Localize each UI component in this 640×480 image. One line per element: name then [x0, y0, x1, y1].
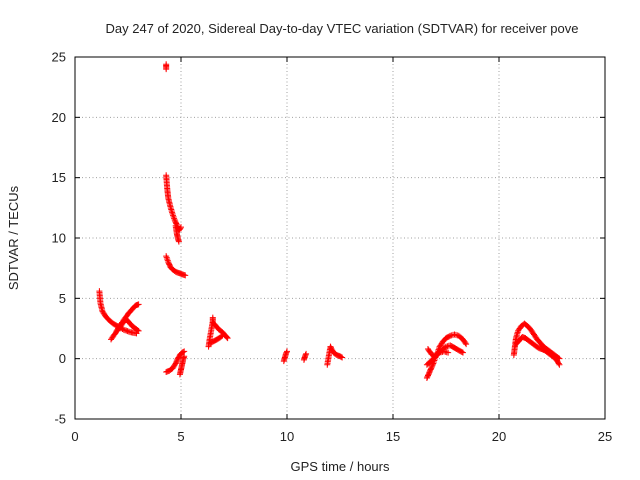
- data-arc: [163, 61, 170, 73]
- data-point: [164, 256, 171, 263]
- data-point: [182, 272, 189, 279]
- data-arc: [163, 253, 189, 279]
- data-point: [169, 210, 176, 217]
- data-point: [135, 301, 142, 308]
- y-axis-label: SDTVAR / TECUs: [6, 185, 21, 290]
- data-point: [459, 349, 466, 356]
- data-arc: [163, 172, 184, 234]
- data-arc: [114, 315, 142, 334]
- y-tick-label: -5: [54, 412, 66, 427]
- data-arc: [423, 348, 452, 368]
- x-tick-label: 5: [177, 429, 184, 444]
- axis-ticks: 0 5 10 15 20 25 -5 0 5 10 15 20 25: [52, 50, 613, 445]
- data-point: [224, 335, 231, 342]
- data-point: [338, 353, 345, 360]
- data-point: [171, 215, 178, 222]
- data-point: [163, 253, 170, 260]
- data-point: [178, 224, 184, 231]
- data-point: [219, 332, 226, 339]
- data-point: [134, 327, 141, 334]
- y-tick-label: 15: [52, 170, 66, 185]
- data-point: [181, 353, 188, 360]
- data-point: [163, 254, 170, 261]
- data-point: [180, 349, 187, 356]
- data-point: [170, 213, 177, 220]
- data-point: [302, 352, 309, 359]
- grid-lines: [75, 57, 605, 419]
- data-point: [555, 360, 562, 367]
- data-point: [223, 334, 230, 341]
- data-point: [303, 350, 310, 357]
- data-arc: [300, 350, 310, 363]
- plot-frame: [74, 56, 606, 420]
- data-arc: [324, 343, 346, 368]
- y-tick-label: 10: [52, 231, 66, 246]
- data-point: [283, 349, 290, 356]
- chart-title: Day 247 of 2020, Sidereal Day-to-day VTE…: [105, 21, 578, 36]
- data-point: [429, 361, 436, 368]
- data-points: [96, 61, 563, 381]
- y-tick-label: 5: [59, 291, 66, 306]
- data-point: [556, 361, 563, 368]
- data-point: [164, 257, 171, 264]
- data-point: [163, 66, 170, 73]
- data-point: [462, 339, 469, 346]
- x-tick-label: 10: [280, 429, 294, 444]
- x-tick-label: 15: [386, 429, 400, 444]
- data-arc: [424, 342, 466, 360]
- data-arc: [280, 348, 290, 365]
- data-arc: [176, 353, 188, 378]
- data-arc: [512, 333, 563, 368]
- data-point: [175, 238, 182, 245]
- x-tick-label: 20: [492, 429, 506, 444]
- data-arc: [423, 331, 470, 381]
- data-point: [339, 354, 346, 361]
- data-point: [170, 212, 177, 219]
- y-tick-label: 25: [52, 50, 66, 65]
- y-tick-label: 0: [59, 351, 66, 366]
- y-tick-label: 20: [52, 110, 66, 125]
- data-arc: [207, 332, 226, 346]
- x-axis-label: GPS time / hours: [291, 459, 390, 474]
- x-tick-label: 0: [71, 429, 78, 444]
- data-point: [284, 348, 290, 355]
- data-arc: [172, 222, 182, 245]
- data-point: [445, 349, 452, 356]
- data-point: [135, 327, 142, 334]
- data-point: [458, 349, 465, 356]
- data-point: [218, 333, 225, 340]
- data-point: [463, 341, 470, 348]
- x-tick-label: 25: [598, 429, 612, 444]
